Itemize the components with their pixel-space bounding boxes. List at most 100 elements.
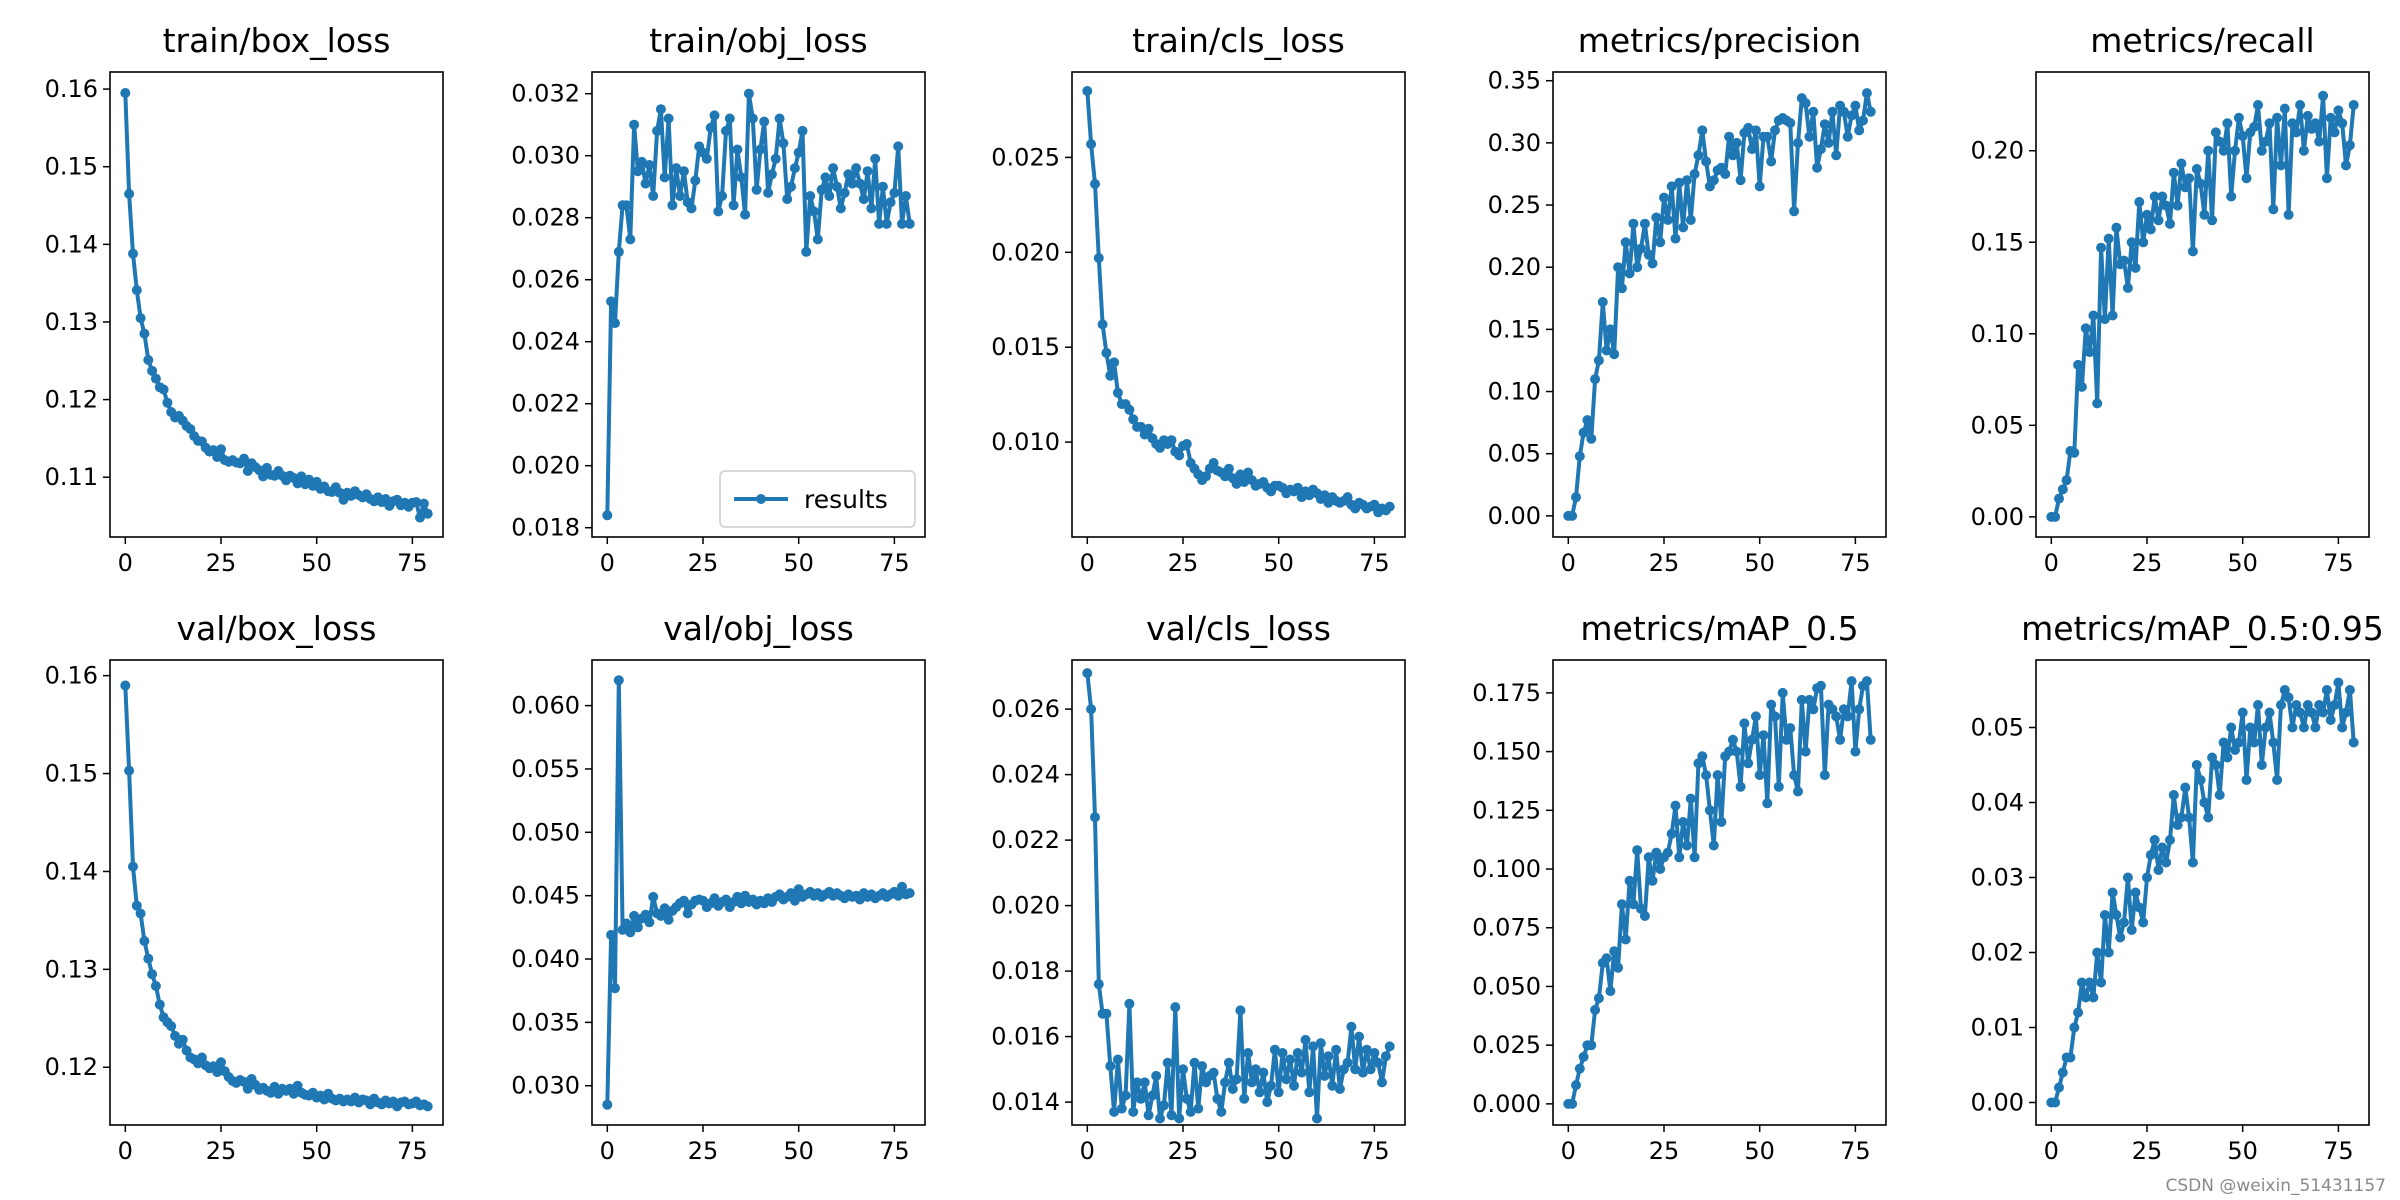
data-point (1865, 106, 1876, 117)
data-point (1708, 175, 1719, 186)
data-point (1639, 218, 1650, 229)
data-point (1704, 805, 1715, 816)
y-tick-label: 0.12 (45, 1053, 98, 1081)
data-point (1800, 746, 1811, 757)
data-point (1082, 86, 1093, 96)
data-point (2230, 745, 2240, 755)
data-point (2142, 872, 2152, 883)
panel-title: train/obj_loss (649, 21, 867, 60)
x-tick-label: 0 (118, 1137, 133, 1165)
legend-box (719, 470, 916, 528)
x-tick-label: 75 (879, 1137, 910, 1165)
data-point (2344, 685, 2355, 695)
data-point (2226, 191, 2237, 202)
data-point (1777, 687, 1788, 698)
data-point (1842, 711, 1853, 722)
data-point (2153, 865, 2164, 875)
data-point (701, 153, 712, 164)
x-tick-label: 0 (1561, 1137, 1576, 1165)
data-point (2080, 992, 2091, 1003)
data-point (2283, 692, 2294, 703)
data-point (1135, 1093, 1146, 1104)
data-point (2126, 237, 2137, 248)
data-point (1670, 233, 1681, 244)
axes-frame (591, 659, 926, 1126)
data-point (2168, 167, 2179, 178)
data-point (2057, 1067, 2068, 1078)
data-point (1357, 1067, 1368, 1078)
data-point (786, 181, 796, 192)
data-point (1384, 501, 1395, 512)
data-point (2302, 700, 2313, 710)
data-point (1166, 435, 1177, 446)
data-point (2076, 381, 2087, 392)
data-point (1174, 450, 1185, 461)
data-point (2310, 722, 2321, 733)
data-point (1155, 442, 1165, 453)
data-point (1208, 458, 1219, 468)
data-point (2126, 925, 2137, 935)
data-point (625, 927, 636, 938)
y-tick-label: 0.13 (45, 955, 98, 983)
data-point (2073, 359, 2084, 370)
data-point (1300, 1034, 1311, 1045)
data-point (2348, 100, 2359, 110)
panel-title: train/box_loss (163, 21, 391, 60)
data-point (1747, 734, 1757, 745)
data-point (2253, 100, 2263, 110)
data-point (2276, 160, 2286, 171)
data-point (166, 1021, 177, 1032)
data-point (1762, 131, 1773, 142)
data-point (1628, 218, 1639, 229)
x-tick-label: 25 (688, 549, 719, 577)
data-point (2348, 737, 2359, 748)
data-point (667, 200, 678, 211)
data-point (1655, 864, 1666, 874)
data-point (2191, 760, 2202, 770)
x-tick-label: 0 (2044, 549, 2059, 577)
data-point (1766, 699, 1777, 710)
data-point (1220, 1077, 1231, 1088)
data-point (1243, 1048, 1254, 1058)
data-point (881, 218, 892, 229)
data-point (1773, 781, 1784, 792)
data-point (2314, 700, 2325, 710)
data-point (2298, 722, 2309, 733)
data-point (2260, 722, 2271, 733)
data-point (659, 903, 670, 914)
data-point (1796, 694, 1807, 705)
data-point (1666, 181, 1677, 192)
data-point (143, 953, 154, 964)
data-point (2341, 707, 2351, 718)
x-tick-label: 75 (397, 549, 428, 577)
data-point (1384, 1041, 1395, 1052)
data-point (1754, 181, 1765, 192)
y-tick-label: 0.018 (511, 514, 580, 542)
data-point (835, 203, 846, 214)
data-point (1269, 1044, 1280, 1055)
data-point (2203, 145, 2214, 156)
data-point (1793, 786, 1803, 797)
data-point (2088, 992, 2099, 1003)
data-point (2065, 1052, 2076, 1063)
data-point (2069, 447, 2080, 458)
data-point (1655, 237, 1666, 248)
panel-metrics-map-0-5-0-95: metrics/mAP_0.5:0.95 0 25 50 75 0.00 0.01 0.02 0… (1971, 609, 2384, 1165)
data-point (170, 1030, 181, 1041)
data-point (1708, 840, 1719, 851)
data-point (2222, 118, 2233, 129)
data-point (131, 285, 142, 296)
data-point (770, 153, 781, 164)
data-point (158, 384, 169, 395)
data-point (1861, 88, 1872, 99)
data-point (1586, 433, 1597, 444)
data-point (2256, 760, 2267, 770)
data-point (610, 983, 620, 994)
data-point (1827, 106, 1838, 117)
data-point (1731, 137, 1742, 148)
data-point (721, 894, 731, 905)
data-point (659, 172, 670, 183)
x-tick-label: 0 (2044, 1137, 2059, 1165)
data-point (2061, 475, 2072, 486)
data-point (1158, 1100, 1169, 1111)
